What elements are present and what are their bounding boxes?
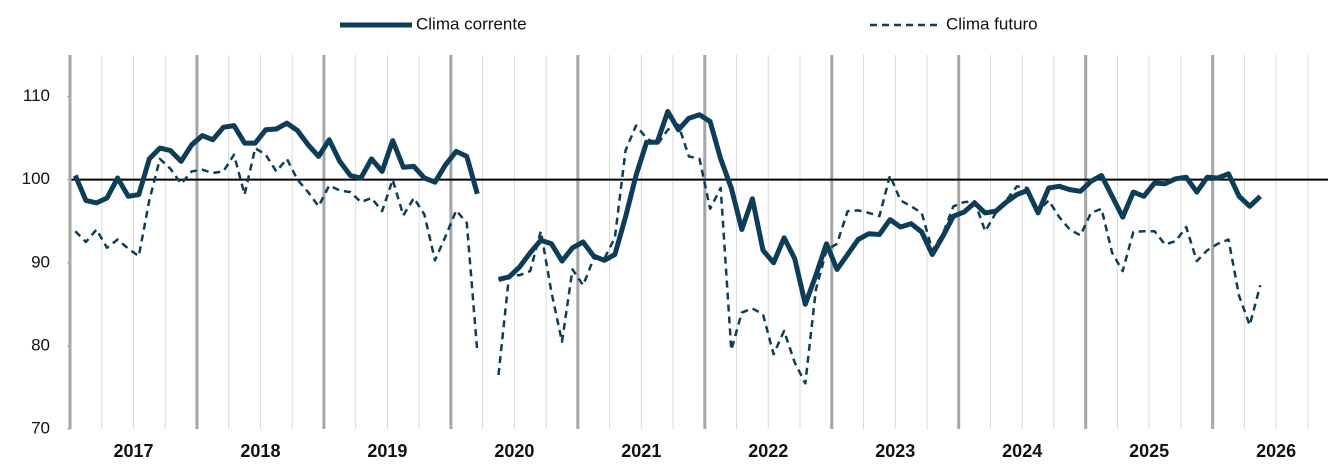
legend-label: Clima futuro — [946, 14, 1038, 33]
x-tick-label: 2024 — [1002, 441, 1042, 461]
x-tick-label: 2022 — [748, 441, 788, 461]
x-tick-label: 2023 — [875, 441, 915, 461]
x-tick-label: 2018 — [240, 441, 280, 461]
x-tick-label: 2025 — [1129, 441, 1169, 461]
y-tick-label: 80 — [31, 335, 50, 354]
y-tick-label: 90 — [31, 252, 50, 271]
series-line — [72, 109, 1263, 307]
y-tick-label: 110 — [23, 86, 50, 105]
y-tick-label: 100 — [22, 169, 50, 188]
x-tick-label: 2021 — [621, 441, 661, 461]
x-tick-label: 2019 — [367, 441, 407, 461]
series-line — [74, 123, 1262, 385]
x-tick-label: 2026 — [1256, 441, 1296, 461]
x-tick-label: 2020 — [494, 441, 534, 461]
legend-label: Clima corrente — [416, 14, 527, 33]
y-tick-label: 70 — [31, 418, 50, 437]
x-tick-label: 2017 — [113, 441, 153, 461]
